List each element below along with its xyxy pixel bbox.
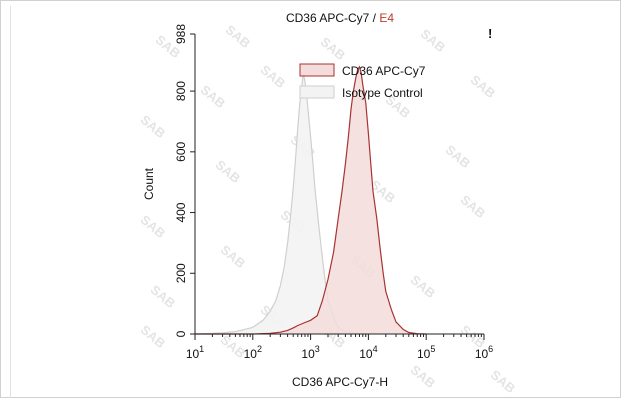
y-tick-label: 600	[174, 141, 188, 161]
legend: CD36 APC-Cy7 Isotype Control	[299, 63, 426, 100]
watermark-text: SAB	[138, 322, 169, 351]
y-tick-label: 800	[174, 81, 188, 101]
alert-marker: !	[488, 26, 492, 41]
watermark-text: SAB	[408, 362, 439, 391]
series-area-cd36	[195, 66, 427, 335]
y-axis-label: Count	[142, 167, 156, 200]
y-tick-label: 200	[174, 263, 188, 283]
x-tick-label: 105	[417, 344, 435, 361]
series-line-cd36	[195, 65, 427, 335]
watermark-text: SAB	[408, 272, 439, 301]
watermark-text: SAB	[213, 157, 244, 186]
watermark-text: SAB	[148, 282, 179, 311]
legend-swatch-cd36	[299, 63, 335, 77]
frame-divider	[10, 6, 11, 398]
watermark-text: SAB	[418, 26, 449, 55]
watermark-text: SAB	[138, 212, 169, 241]
x-tick-label: 106	[475, 344, 493, 361]
legend-label-isotype: Isotype Control	[342, 86, 423, 100]
chart-title-gate: E4	[379, 11, 394, 25]
watermark-text: SAB	[443, 142, 474, 171]
chart-title: CD36 APC-Cy7 / E4	[286, 11, 394, 25]
y-ticks: 0 200 400 600 800 988	[174, 24, 195, 337]
x-axis-label: CD36 APC-Cy7-H	[292, 375, 388, 389]
legend-label-cd36: CD36 APC-Cy7	[342, 64, 426, 78]
y-tick-label: 0	[174, 330, 188, 337]
x-tick-label: 102	[244, 344, 262, 361]
x-tick-label: 101	[186, 344, 204, 361]
y-tick-label: 988	[174, 24, 188, 44]
chart-title-main: CD36 APC-Cy7 /	[286, 11, 379, 25]
watermark-text: SAB	[458, 192, 489, 221]
watermark-text: SAB	[223, 22, 254, 51]
watermark-text: SAB	[258, 62, 289, 91]
watermark-text: SAB	[488, 367, 519, 396]
watermark-text: SAB	[218, 242, 249, 271]
x-ticks: 101 102 103 104 105 106	[186, 334, 493, 361]
legend-swatch-isotype	[299, 85, 335, 99]
x-tick-label: 104	[359, 344, 377, 361]
watermark-text: SAB	[468, 72, 499, 101]
x-tick-label: 103	[301, 344, 319, 361]
watermark-text: SAB	[318, 34, 349, 63]
watermark-text: SAB	[138, 112, 169, 141]
watermark-text: SAB	[198, 82, 229, 111]
y-tick-label: 400	[174, 202, 188, 222]
